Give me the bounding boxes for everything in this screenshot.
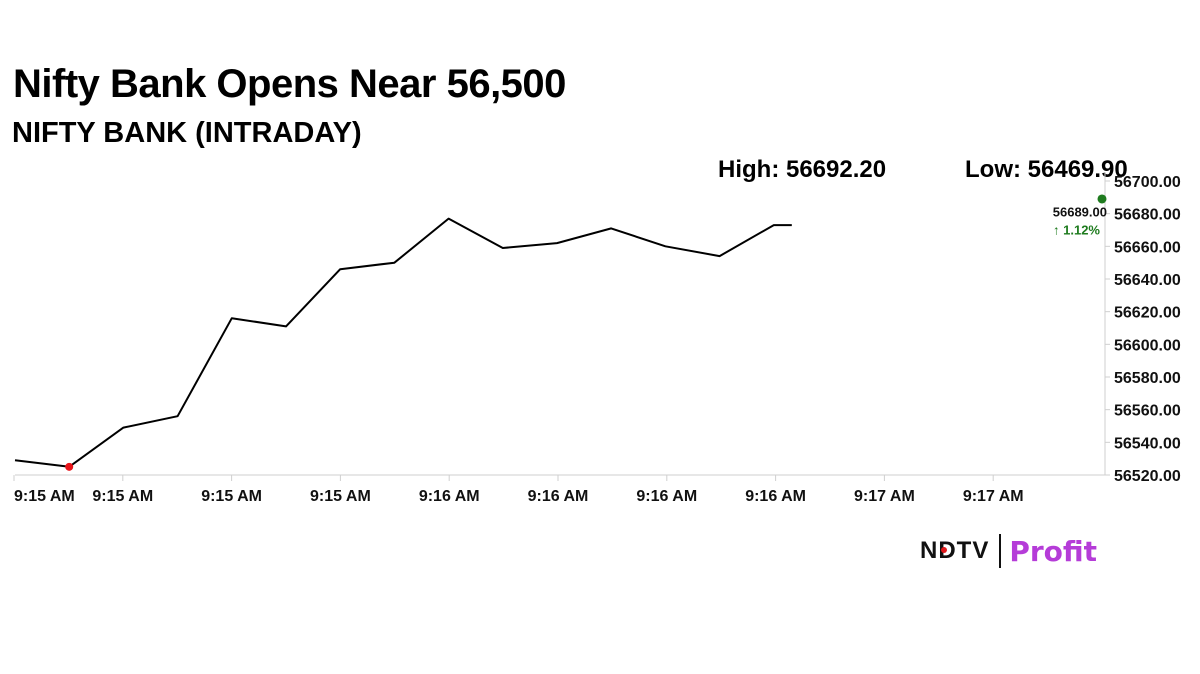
x-tick-label: 9:15 AM bbox=[310, 488, 371, 505]
x-tick-label: 9:15 AM bbox=[92, 488, 153, 505]
x-tick-label: 9:17 AM bbox=[854, 488, 915, 505]
logo-red-dot bbox=[941, 547, 947, 553]
change-label: ↑ 1.12% bbox=[1053, 223, 1100, 238]
low-stat: Low: 56469.90 bbox=[965, 156, 1128, 183]
y-tick-label: 56700.00 bbox=[1114, 174, 1181, 191]
high-stat: High: 56692.20 bbox=[718, 156, 887, 183]
x-tick-label: 9:16 AM bbox=[636, 488, 697, 505]
x-tick-label: 9:16 AM bbox=[419, 488, 480, 505]
x-tick-label: 9:15 AM bbox=[14, 488, 75, 505]
x-tick-label: 9:16 AM bbox=[528, 488, 589, 505]
y-tick-label: 56640.00 bbox=[1114, 272, 1181, 289]
ndtv-profit-logo: NDTV Profit bbox=[920, 532, 1097, 570]
y-tick-label: 56600.00 bbox=[1114, 337, 1181, 354]
y-tick-label: 56540.00 bbox=[1114, 435, 1181, 452]
x-tick-label: 9:16 AM bbox=[745, 488, 806, 505]
series-line bbox=[14, 217, 792, 468]
low-point-marker bbox=[65, 462, 74, 471]
y-tick-label: 56580.00 bbox=[1114, 370, 1181, 387]
last-value-label: 56689.00 bbox=[1053, 204, 1107, 219]
y-tick-label: 56680.00 bbox=[1114, 207, 1181, 224]
chart-subtitle: NIFTY BANK (INTRADAY) bbox=[12, 117, 362, 149]
y-tick-label: 56660.00 bbox=[1114, 239, 1181, 256]
logo-divider bbox=[999, 534, 1002, 568]
headline: Nifty Bank Opens Near 56,500 bbox=[13, 62, 566, 106]
last-point-marker bbox=[1097, 194, 1107, 204]
ndtv-wordmark: NDTV bbox=[920, 537, 990, 564]
x-tick-label: 9:17 AM bbox=[963, 488, 1024, 505]
y-tick-label: 56560.00 bbox=[1114, 403, 1181, 420]
y-tick-label: 56520.00 bbox=[1114, 468, 1181, 485]
y-tick-label: 56620.00 bbox=[1114, 305, 1181, 322]
profit-wordmark: Profit bbox=[1009, 534, 1098, 568]
x-tick-label: 9:15 AM bbox=[201, 488, 262, 505]
